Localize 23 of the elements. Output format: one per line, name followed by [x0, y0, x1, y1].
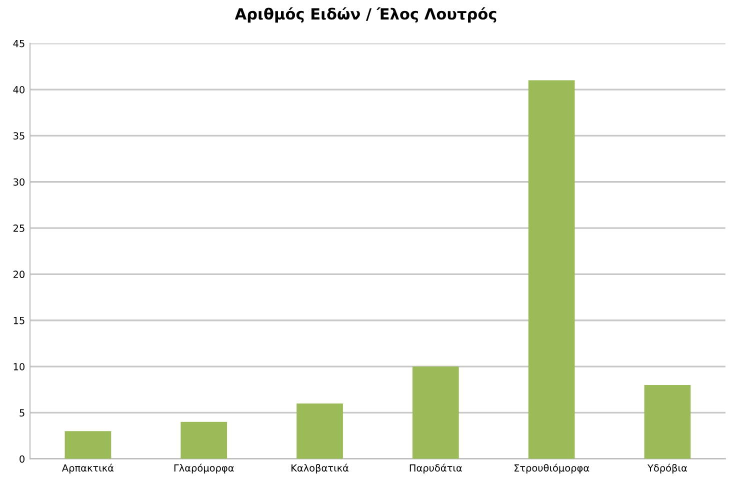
y-tick-label: 15: [14, 316, 24, 324]
y-tick-label: 5: [20, 409, 24, 417]
bar: [296, 403, 343, 459]
bar: [180, 422, 228, 459]
y-tick-label: 20: [13, 270, 25, 278]
bar: [644, 385, 691, 459]
bar: [64, 431, 112, 459]
y-tick-label: 25: [13, 224, 24, 232]
y-tick-label: 35: [14, 132, 24, 140]
y-tick-label: 0: [20, 455, 25, 463]
x-tick-label: Υδρόβια: [647, 464, 687, 474]
y-tick-label: 40: [13, 86, 25, 94]
chart-title: Αριθμός Ειδών / Έλος Λουτρός: [234, 7, 496, 23]
bar: [412, 366, 459, 459]
y-tick-label: 45: [13, 40, 24, 48]
x-tick-label: Στρουθιόμορφα: [514, 464, 590, 474]
y-tick-label: 30: [14, 178, 25, 186]
y-tick-label: 10: [14, 363, 25, 370]
x-tick-label: Αρπακτικά: [62, 464, 114, 474]
bar: [528, 80, 575, 459]
x-tick-label: Παρυδάτια: [410, 464, 462, 474]
x-tick-label: Γλαρόμορφα: [174, 464, 234, 474]
x-tick-label: Καλοβατικά: [292, 464, 348, 474]
